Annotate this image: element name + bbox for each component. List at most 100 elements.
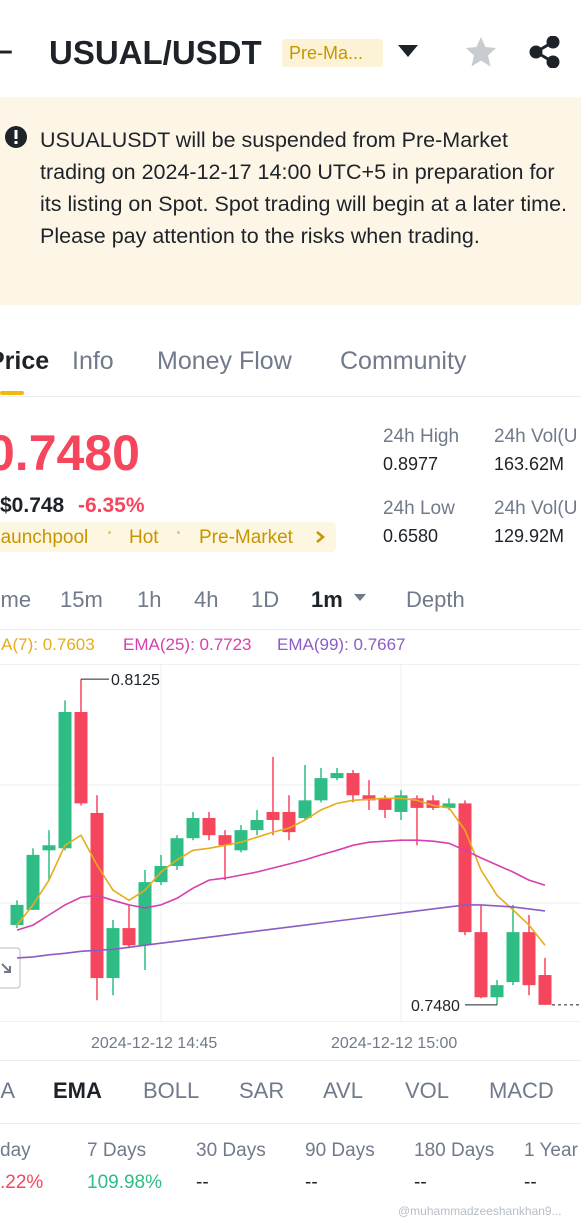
legend-entry: MA(7): 0.7603: [0, 635, 95, 654]
interval[interactable]: 1m: [311, 587, 343, 612]
candle-body: [506, 932, 520, 983]
period-label: 180 Days: [414, 1140, 495, 1161]
share-icon[interactable]: [529, 36, 561, 68]
candle-body: [266, 811, 280, 821]
divider: [0, 1123, 581, 1124]
period-label: 90 Days: [305, 1140, 375, 1161]
x-tick-label: 2024-12-12 15:00: [331, 1035, 458, 1052]
interval[interactable]: 15m: [60, 587, 103, 612]
period-label: 1 Year: [524, 1140, 578, 1161]
interval[interactable]: Depth: [406, 587, 465, 612]
candle-body: [10, 904, 24, 926]
period-value: --: [196, 1172, 209, 1193]
divider: [0, 396, 581, 397]
candle-body: [410, 798, 424, 808]
ema-line: [16, 904, 546, 959]
candle-body: [58, 711, 72, 849]
last-price: 0.7480: [0, 425, 140, 481]
interval[interactable]: 1D: [251, 587, 280, 612]
period-label: day: [0, 1140, 31, 1161]
tab[interactable]: Info: [72, 347, 114, 375]
separator: [108, 531, 111, 534]
indicator-tab[interactable]: MA: [0, 1078, 15, 1103]
candle-body: [490, 985, 504, 998]
candle-body: [138, 882, 152, 946]
watermark: @muhammadzeeshankhan9...: [398, 1204, 562, 1218]
tag[interactable]: Launchpool: [0, 527, 89, 548]
candle-body: [522, 932, 536, 986]
indicator-tab[interactable]: AVL: [323, 1078, 363, 1103]
period-value: 109.98%: [87, 1172, 163, 1193]
candle-body: [362, 795, 376, 801]
market-badge[interactable]: Pre-Ma...: [282, 39, 383, 67]
candle-body: [170, 838, 184, 866]
favorite-star[interactable]: [464, 35, 498, 69]
fiat-price: $0.748: [0, 494, 65, 517]
candle-body: [314, 778, 328, 801]
period-label: 30 Days: [196, 1140, 266, 1161]
indicator-tab[interactable]: EMA: [53, 1078, 102, 1103]
tag[interactable]: Pre-Market: [199, 527, 293, 548]
back-button[interactable]: –: [0, 36, 13, 66]
candle-body: [346, 773, 360, 796]
period-value: --: [305, 1172, 318, 1193]
separator: [177, 531, 180, 534]
candle-body: [538, 975, 552, 1005]
dropdown-caret[interactable]: [396, 42, 420, 60]
pair-title: USUAL/USDT: [49, 34, 262, 71]
interval[interactable]: 1h: [137, 587, 162, 612]
notice-banner: USUALUSDT will be suspended from Pre-Mar…: [0, 97, 581, 305]
legend-entry: EMA(99): 0.7667: [277, 635, 406, 654]
period-value: .22%: [0, 1172, 44, 1193]
tab[interactable]: Money Flow: [157, 347, 292, 375]
candle-body: [426, 800, 440, 808]
tag[interactable]: Hot: [129, 527, 159, 548]
stat-value: 0.8977: [383, 454, 439, 474]
scroll-button[interactable]: [0, 947, 21, 989]
candle-body: [218, 835, 232, 846]
divider: [0, 629, 581, 630]
alert-icon: [5, 126, 27, 148]
stat-label: 24h Low: [383, 498, 455, 519]
candle-body: [330, 773, 344, 779]
candle-body: [458, 803, 472, 933]
candle-body: [42, 845, 56, 851]
candle-body: [74, 711, 88, 804]
legend-entry: EMA(25): 0.7723: [123, 635, 252, 654]
candle-body: [474, 932, 488, 998]
candle-body: [378, 798, 392, 810]
stat-value: 0.6580: [383, 526, 439, 546]
price-change: -6.35%: [78, 494, 145, 517]
candle-body: [442, 803, 456, 808]
candle-body: [202, 818, 216, 836]
tab[interactable]: Price: [0, 347, 50, 375]
candlestick-chart: 0.8125 0.7480: [0, 664, 581, 1022]
notice-text: USUALUSDT will be suspended from Pre-Mar…: [40, 128, 568, 248]
tab[interactable]: Community: [340, 347, 467, 375]
interval[interactable]: Time: [0, 587, 32, 612]
stat-value: 163.62M: [494, 454, 565, 474]
interval-caret[interactable]: [353, 593, 367, 603]
period-value: --: [524, 1172, 537, 1193]
active-tab-indicator: [0, 391, 24, 395]
indicator-tab[interactable]: SAR: [239, 1078, 285, 1103]
candle-body: [234, 830, 248, 851]
stat-value: 129.92M: [494, 526, 565, 546]
candle-body: [26, 854, 40, 910]
last-annotation: 0.7480: [411, 998, 460, 1015]
candle-body: [298, 800, 312, 819]
stat-label: 24h Vol(U: [494, 498, 578, 519]
indicator-tab[interactable]: BOLL: [143, 1078, 200, 1103]
period-value: --: [414, 1172, 427, 1193]
x-tick-label: 2024-12-12 14:45: [91, 1035, 218, 1052]
indicator-tab[interactable]: VOL: [405, 1078, 450, 1103]
period-label: 7 Days: [87, 1140, 147, 1161]
tag-pill[interactable]: [0, 522, 336, 552]
ema-line: [16, 839, 546, 931]
interval[interactable]: 4h: [194, 587, 219, 612]
indicator-tab[interactable]: MACD: [489, 1078, 554, 1103]
stat-label: 24h Vol(U: [494, 426, 578, 447]
candle-body: [186, 818, 200, 839]
stat-label: 24h High: [383, 426, 460, 447]
